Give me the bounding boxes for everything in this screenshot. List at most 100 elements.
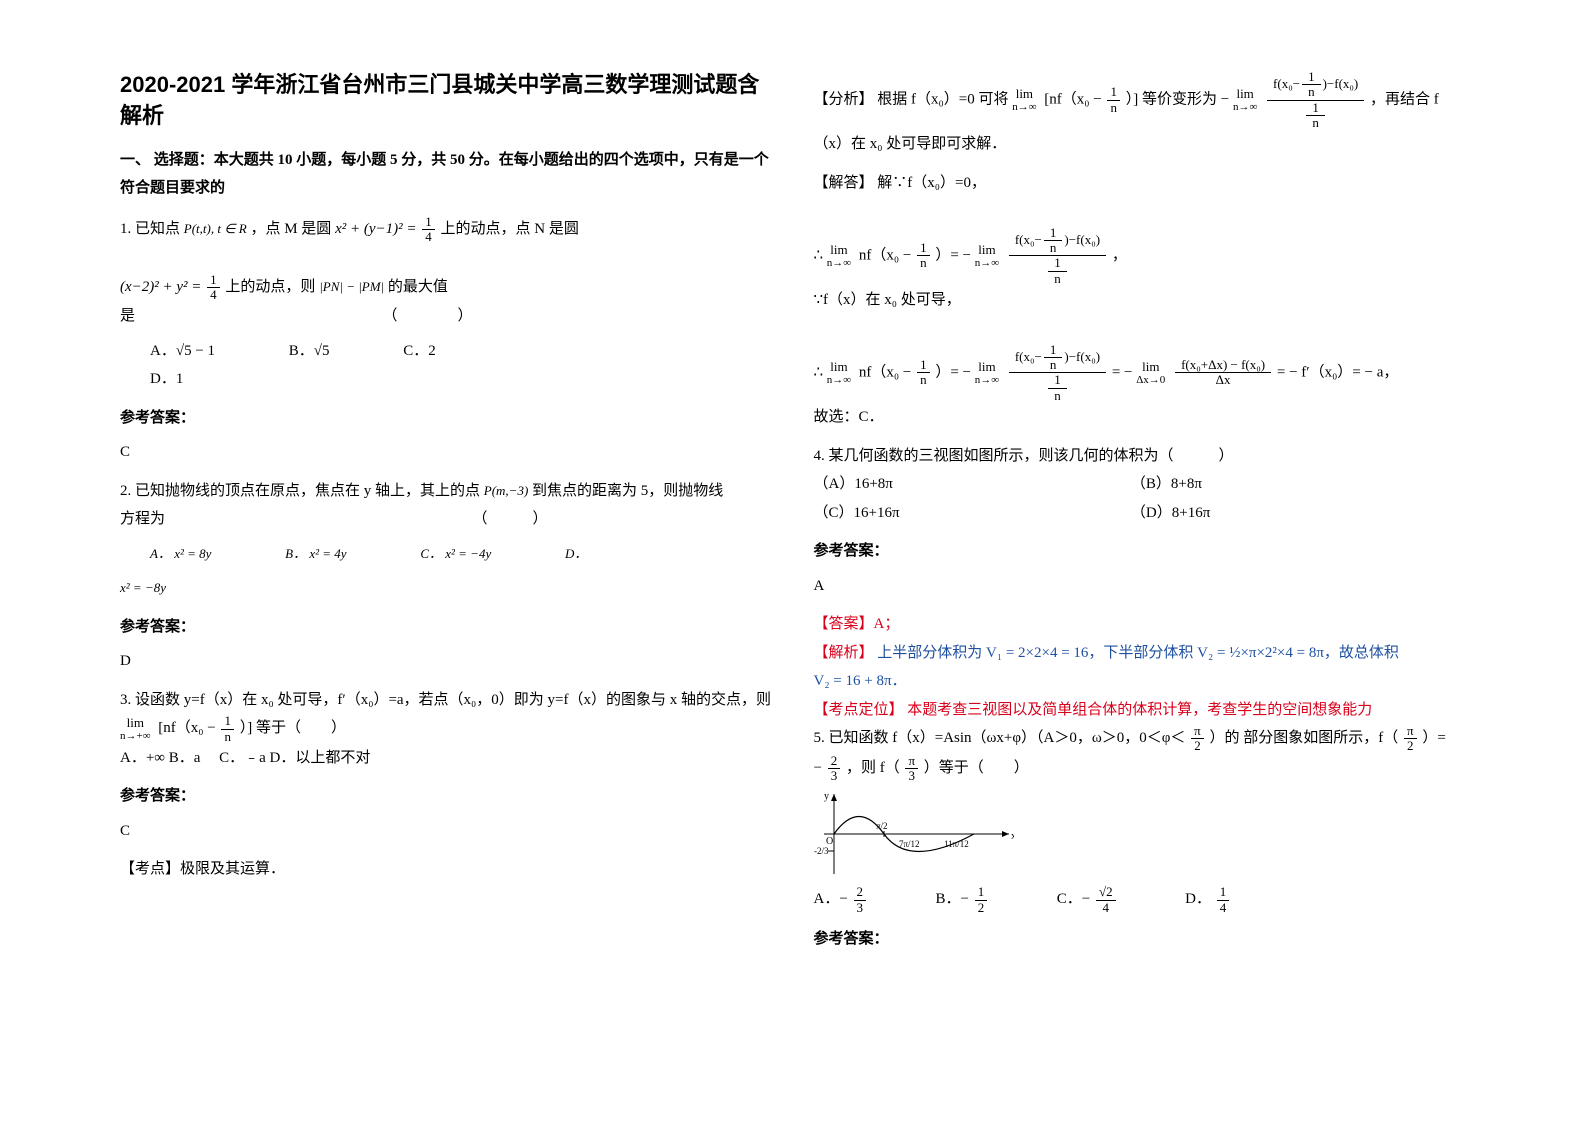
q1-t5: 的最大值: [388, 279, 448, 295]
q4-optC: （C）16+16π: [814, 499, 1128, 528]
q3-fx-label: 【分析】: [814, 92, 874, 108]
q3-kp-text: 极限及其运算．: [180, 861, 285, 877]
q5-frac-pi2a: π2: [1191, 724, 1204, 754]
q3-fx-c: ）] 等价变形为 −: [1126, 92, 1229, 108]
q5-frac-pi3: π3: [905, 754, 918, 784]
q5-optC-pre: C．−: [1057, 891, 1090, 907]
q5-graph-ytick: -2/3: [814, 846, 829, 856]
q3-lb-frac1n: 1n: [917, 241, 930, 271]
q3-body: 设函数 y=f（x）在 x₀ 处可导，f′（x₀）=a，若点（x₀，0）即为 y…: [135, 692, 771, 708]
q5-graph: x y -2/3 π/2 7π/12 11π/12 O: [814, 789, 1014, 879]
q1-t4: 上的动点，则: [225, 279, 315, 295]
q3-lb-pre: ∴: [814, 247, 824, 263]
q2-num: 2.: [120, 483, 131, 499]
q4-optA: （A）16+8π: [814, 470, 1128, 499]
q4-body: 某几何函数的三视图如图所示，则该几何的体积为（ ）: [829, 448, 1234, 464]
q3-frac-1n: 1n: [221, 714, 234, 744]
q5-num: 5.: [814, 730, 825, 746]
q5-ans-label: 参考答案：: [814, 925, 1468, 954]
q3-fx-a: 根据 f（x₀）=0 可将: [877, 92, 1008, 108]
q4-v2: V₂ = 16 + 8π．: [814, 667, 1468, 696]
q5-l2c: ）等于（ ）: [924, 760, 1029, 776]
question-5: 5. 已知函数 f（x）=Asin（ωx+φ）（A＞0，ω＞0，0＜φ＜ π2 …: [814, 724, 1468, 915]
q3-lb-bigfrac: f(x₀−1n)−f(x₀) 1n: [1009, 226, 1106, 286]
q3-lc: ∵f（x）在 x₀ 处可导，: [814, 292, 961, 308]
q4-ans-label: 参考答案：: [814, 537, 1468, 566]
q5-graph-y-label: y: [824, 791, 829, 802]
q2-ans-label: 参考答案：: [120, 613, 774, 642]
q5-optC-frac: √24: [1096, 885, 1116, 915]
q3-ld-bigfrac: f(x₀−1n)−f(x₀) 1n: [1009, 343, 1106, 403]
q5-frac-23: 23: [828, 754, 841, 784]
q3-answer: C: [120, 817, 774, 846]
question-3: 3. 设函数 y=f（x）在 x₀ 处可导，f′（x₀）=a，若点（x₀，0）即…: [120, 686, 774, 773]
right-column: 【分析】 根据 f（x₀）=0 可将 limn→∞ [nf（x₀ − 1n ）]…: [794, 70, 1488, 1082]
q3-ld-lim3: limΔx→0: [1136, 360, 1165, 386]
q3-kp-label: 【考点】: [120, 861, 180, 877]
q4-jx-label: 【解析】: [814, 645, 874, 661]
q3-le: 故选：C．: [814, 409, 884, 425]
q3-ld-lim2: limn→∞: [975, 360, 999, 386]
q2-c: 方程为: [120, 511, 165, 527]
q4-kd-body: 本题考查三视图以及简单组合体的体积计算，考查学生的空间想象能力: [907, 702, 1372, 718]
q3-ld-pre: ∴: [814, 364, 824, 380]
q2-optB: B． x² = 4y: [285, 542, 346, 567]
q2-optA: A． x² = 8y: [150, 542, 211, 567]
q3-kp: 【考点】极限及其运算．: [120, 855, 774, 884]
q1-optA: A．√5 − 1: [150, 337, 215, 366]
question-1: 1. 已知点 P(t,t), t ∈ R ，点 M 是圆 x² + (y−1)²…: [120, 215, 774, 394]
q3-ld-lim1: limn→∞: [827, 360, 851, 386]
q4-da: 【答案】A；: [814, 610, 1468, 639]
q1-t3: 上的动点，点 N 是圆: [440, 221, 578, 237]
q1-t2: ，点 M 是圆: [250, 221, 331, 237]
left-column: 2020-2021 学年浙江省台州市三门县城关中学高三数学理测试题含解析 一、 …: [100, 70, 794, 1082]
q3-fx-b: [nf（x₀ −: [1044, 92, 1101, 108]
q1-paren: （ ）: [383, 308, 473, 324]
q3-jd-a: 解∵f（x₀）=0，: [877, 175, 986, 191]
q4-num: 4.: [814, 448, 825, 464]
q1-diff: |PN| − |PM|: [319, 279, 384, 294]
q4-answer: A: [814, 572, 1468, 601]
q3-fx-lim1: limn→∞: [1012, 87, 1036, 113]
q2-optD: x² = −8y: [120, 580, 166, 595]
page-title: 2020-2021 学年浙江省台州市三门县城关中学高三数学理测试题含解析: [120, 70, 774, 132]
q3-lb-lim2: limn→∞: [975, 243, 999, 269]
q5-a: 已知函数 f（x）=Asin（ωx+φ）（A＞0，ω＞0，0＜φ＜: [829, 730, 1186, 746]
q1-optB: B．√5: [289, 337, 330, 366]
q3-lb-post: ，: [1112, 247, 1127, 263]
q4-optB: （B）8+8π: [1131, 476, 1202, 492]
q3-lim-body-pre: [nf（x₀ −: [158, 721, 215, 737]
q3-fx-e: （x）在 x₀ 处可导即可求解．: [814, 136, 1007, 152]
q2-paren: （ ）: [473, 511, 548, 527]
q3-ld-frac1n: 1n: [917, 358, 930, 388]
q2-answer: D: [120, 647, 774, 676]
section-1-heading: 一、 选择题：本大题共 10 小题，每小题 5 分，共 50 分。在每小题给出的…: [120, 146, 774, 203]
q1-answer: C: [120, 438, 774, 467]
q3-fx-d: ，再结合 f: [1370, 92, 1439, 108]
q4-optD: （D）8+16π: [1131, 505, 1210, 521]
q5-graph-x-label: x: [1011, 831, 1014, 842]
q3-lb-lim: limn→∞: [827, 243, 851, 269]
q3-num: 3.: [120, 692, 131, 708]
q3-lb-eq: ）= −: [935, 247, 971, 263]
q3-opts: A．+∞ B．a C．﹣a D．以上都不对: [120, 750, 370, 766]
q5-optB-pre: B．−: [936, 891, 969, 907]
q1-t1: 已知点: [135, 221, 180, 237]
q2-a: 已知抛物线的顶点在原点，焦点在 y 轴上，其上的点: [135, 483, 480, 499]
q5-graph-xtick-pi2: π/2: [876, 821, 888, 831]
q2-optD-pre: D．: [565, 546, 587, 561]
q3-lim: lim n→+∞: [120, 716, 151, 742]
q3-lb-mid: nf（x₀ −: [859, 247, 911, 263]
q5-l2a: −: [814, 760, 822, 776]
q1-frac-1-4a: 14: [422, 215, 435, 245]
q2-point: P(m,−3): [484, 483, 529, 498]
q3-lim-body-post: ）] 等于（ ）: [240, 721, 346, 737]
q5-l2b: ，则 f（: [846, 760, 900, 776]
q3-ld-eq2: ）= −: [935, 364, 971, 380]
q3-analysis: 【分析】 根据 f（x₀）=0 可将 limn→∞ [nf（x₀ − 1n ）]…: [814, 70, 1468, 159]
q5-optA-frac: 23: [854, 885, 867, 915]
q4-da-val: A；: [874, 616, 900, 632]
q4-da-label: 【答案】: [814, 616, 874, 632]
q1-optC: C．2: [403, 337, 436, 366]
q3-ld-eq3: = −: [1112, 364, 1133, 380]
